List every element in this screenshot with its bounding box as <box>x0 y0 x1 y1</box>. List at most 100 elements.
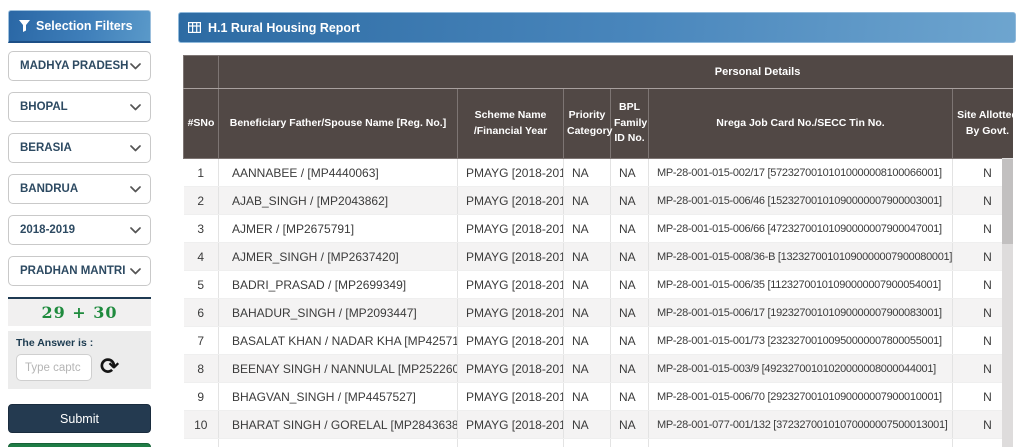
report-title: H.1 Rural Housing Report <box>208 20 361 35</box>
filter-select-value: BANDRUA <box>20 183 79 195</box>
cell-sno: 8 <box>183 354 219 383</box>
table-scrollbar-thumb[interactable] <box>1002 159 1013 244</box>
cell-beneficiary: BEENAY SINGH / NANNULAL [MP2522603] <box>218 354 458 383</box>
submit-button[interactable]: Submit <box>8 404 151 433</box>
cell-nrega: MP-28-001-015-006/66 [472327001010900000… <box>648 214 953 243</box>
table-row: 10 BHARAT SINGH / GORELAL [MP2843638] PMAY… <box>183 410 1013 439</box>
cell-nrega: MP-28-001-015-008/36-B [1323270010109000… <box>648 242 953 271</box>
cell-bpl: NA <box>610 410 649 439</box>
cell-nrega: MP-28-001-015-006/17 [192327001010900000… <box>648 298 953 327</box>
cell-priority: NA <box>563 438 611 447</box>
cell-beneficiary: AJAB_SINGH / [MP2043862] <box>218 186 458 215</box>
cell-beneficiary: BHIM SINGH / RAM KALI [MP4238085] <box>218 438 458 447</box>
group-header-empty-cell <box>183 55 219 89</box>
table-row: 8 BEENAY SINGH / NANNULAL [MP2522603] PMAY… <box>183 354 1013 383</box>
cell-bpl: NA <box>610 270 649 299</box>
table-row: 4 AJMER_SINGH / [MP2637420] PMAYG [2018-20… <box>183 242 1013 271</box>
filter-funnel-icon <box>19 20 30 32</box>
cell-nrega: MP-28-001-015-003/9 [4923270010102000000… <box>648 354 953 383</box>
cell-scheme: PMAYG [2018-2019] <box>457 242 564 271</box>
cell-priority: NA <box>563 158 611 187</box>
cell-bpl: NA <box>610 438 649 447</box>
filter-select-value: PRADHAN MANTRI <box>20 265 126 277</box>
filter-select-4[interactable]: 2018-2019 <box>8 215 151 245</box>
cell-sno: 3 <box>183 214 219 243</box>
cell-priority: NA <box>563 354 611 383</box>
cell-scheme: PMAYG [2018-2019] <box>457 410 564 439</box>
refresh-captcha-icon[interactable]: ⟳ <box>100 354 120 380</box>
table-row: 6 BAHADUR_SINGH / [MP2093447] PMAYG [2018-… <box>183 298 1013 327</box>
chevron-down-icon <box>130 185 141 192</box>
cell-sno: 9 <box>183 382 219 411</box>
cell-nrega: MP-28-001-015-002/17 [572327001010100000… <box>648 158 953 187</box>
download-excel-button[interactable]: Download Excel <box>8 443 151 447</box>
cell-sno: 10 <box>183 410 219 439</box>
filter-select-value: BHOPAL <box>20 101 68 113</box>
cell-scheme: PMAYG [2018-2019] <box>457 158 564 187</box>
chevron-down-icon <box>130 144 141 151</box>
chevron-down-icon <box>130 226 141 233</box>
col-header-site-allotted: Site Allotted By Govt. <box>952 88 1013 159</box>
cell-nrega: MP-28-001-015-001/73 [232327001009500000… <box>648 326 953 355</box>
filter-select-1[interactable]: BHOPAL <box>8 92 151 122</box>
cell-sno: 6 <box>183 298 219 327</box>
filter-select-0[interactable]: MADHYA PRADESH <box>8 51 151 81</box>
captcha-body: The Answer is : ⟳ <box>8 331 151 389</box>
cell-nrega: MP-28-001-015-006/46 [152327001010900000… <box>648 186 953 215</box>
cell-priority: NA <box>563 242 611 271</box>
cell-site: N <box>952 438 1013 447</box>
cell-priority: NA <box>563 186 611 215</box>
col-header-priority: Priority Category <box>563 88 613 159</box>
selection-filters-panel: Selection Filters MADHYA PRADESH BHOPAL BE… <box>8 10 151 447</box>
captcha-answer-label: The Answer is : <box>16 337 94 349</box>
cell-scheme: PMAYG [2018-2019] <box>457 214 564 243</box>
cell-scheme: PMAYG [2018-2019] <box>457 354 564 383</box>
chevron-down-icon <box>130 267 141 274</box>
captcha-block: 29 + 30 The Answer is : ⟳ <box>8 297 151 389</box>
cell-bpl: NA <box>610 326 649 355</box>
cell-scheme: PMAYG [2018-2019] <box>457 298 564 327</box>
cell-sno: 7 <box>183 326 219 355</box>
cell-sno: 2 <box>183 186 219 215</box>
cell-bpl: NA <box>610 214 649 243</box>
cell-priority: NA <box>563 382 611 411</box>
captcha-input[interactable] <box>16 354 92 381</box>
cell-beneficiary: BADRI_PRASAD / [MP2699349] <box>218 270 458 299</box>
report-panel: H.1 Rural Housing Report Personal Detail… <box>178 12 1016 447</box>
cell-bpl: NA <box>610 242 649 271</box>
report-header: H.1 Rural Housing Report <box>178 12 1016 43</box>
filter-select-value: 2018-2019 <box>20 224 75 236</box>
filter-select-value: MADHYA PRADESH <box>20 60 129 72</box>
selection-filters-header: Selection Filters <box>8 10 151 43</box>
filter-select-2[interactable]: BERASIA <box>8 133 151 163</box>
cell-nrega: MP-28-001-015-006/35 [112327001010900000… <box>648 270 953 299</box>
cell-sno: 1 <box>183 158 219 187</box>
cell-beneficiary: AJMER_SINGH / [MP2637420] <box>218 242 458 271</box>
filter-select-value: BERASIA <box>20 142 72 154</box>
table-grid-icon <box>188 22 201 33</box>
report-table: Personal Details #SNo Beneficiary Father… <box>183 55 1013 447</box>
filter-select-5[interactable]: PRADHAN MANTRI <box>8 256 151 286</box>
filter-list: MADHYA PRADESH BHOPAL BERASIA BANDRUA 2018-2… <box>8 51 151 286</box>
col-header-sno: #SNo <box>183 88 219 159</box>
cell-priority: NA <box>563 298 611 327</box>
captcha-question: 29 + 30 <box>8 299 151 326</box>
table-row: 9 BHAGVAN_SINGH / [MP4457527] PMAYG [2018-… <box>183 382 1013 411</box>
table-vertical-scrollbar[interactable] <box>1002 158 1013 447</box>
table-row: 11BHIM SINGH / RAM KALI [MP4238085]PMAYG… <box>183 438 1013 447</box>
cell-beneficiary: BAHADUR_SINGH / [MP2093447] <box>218 298 458 327</box>
cell-scheme: PMAYG [2018-2019] <box>457 382 564 411</box>
cell-bpl: NA <box>610 298 649 327</box>
cell-beneficiary: BHAGVAN_SINGH / [MP4457527] <box>218 382 458 411</box>
cell-priority: NA <box>563 326 611 355</box>
col-header-nrega: Nrega Job Card No./SECC Tin No. <box>648 88 953 159</box>
filter-select-3[interactable]: BANDRUA <box>8 174 151 204</box>
cell-sno: 4 <box>183 242 219 271</box>
col-header-bpl: BPL Family ID No. <box>610 88 649 159</box>
cell-nrega: MP-28-001-077-001/132 [37232700101070000… <box>648 410 953 439</box>
table-row: 7 BASALAT KHAN / NADAR KHA [MP4257152] PMA… <box>183 326 1013 355</box>
